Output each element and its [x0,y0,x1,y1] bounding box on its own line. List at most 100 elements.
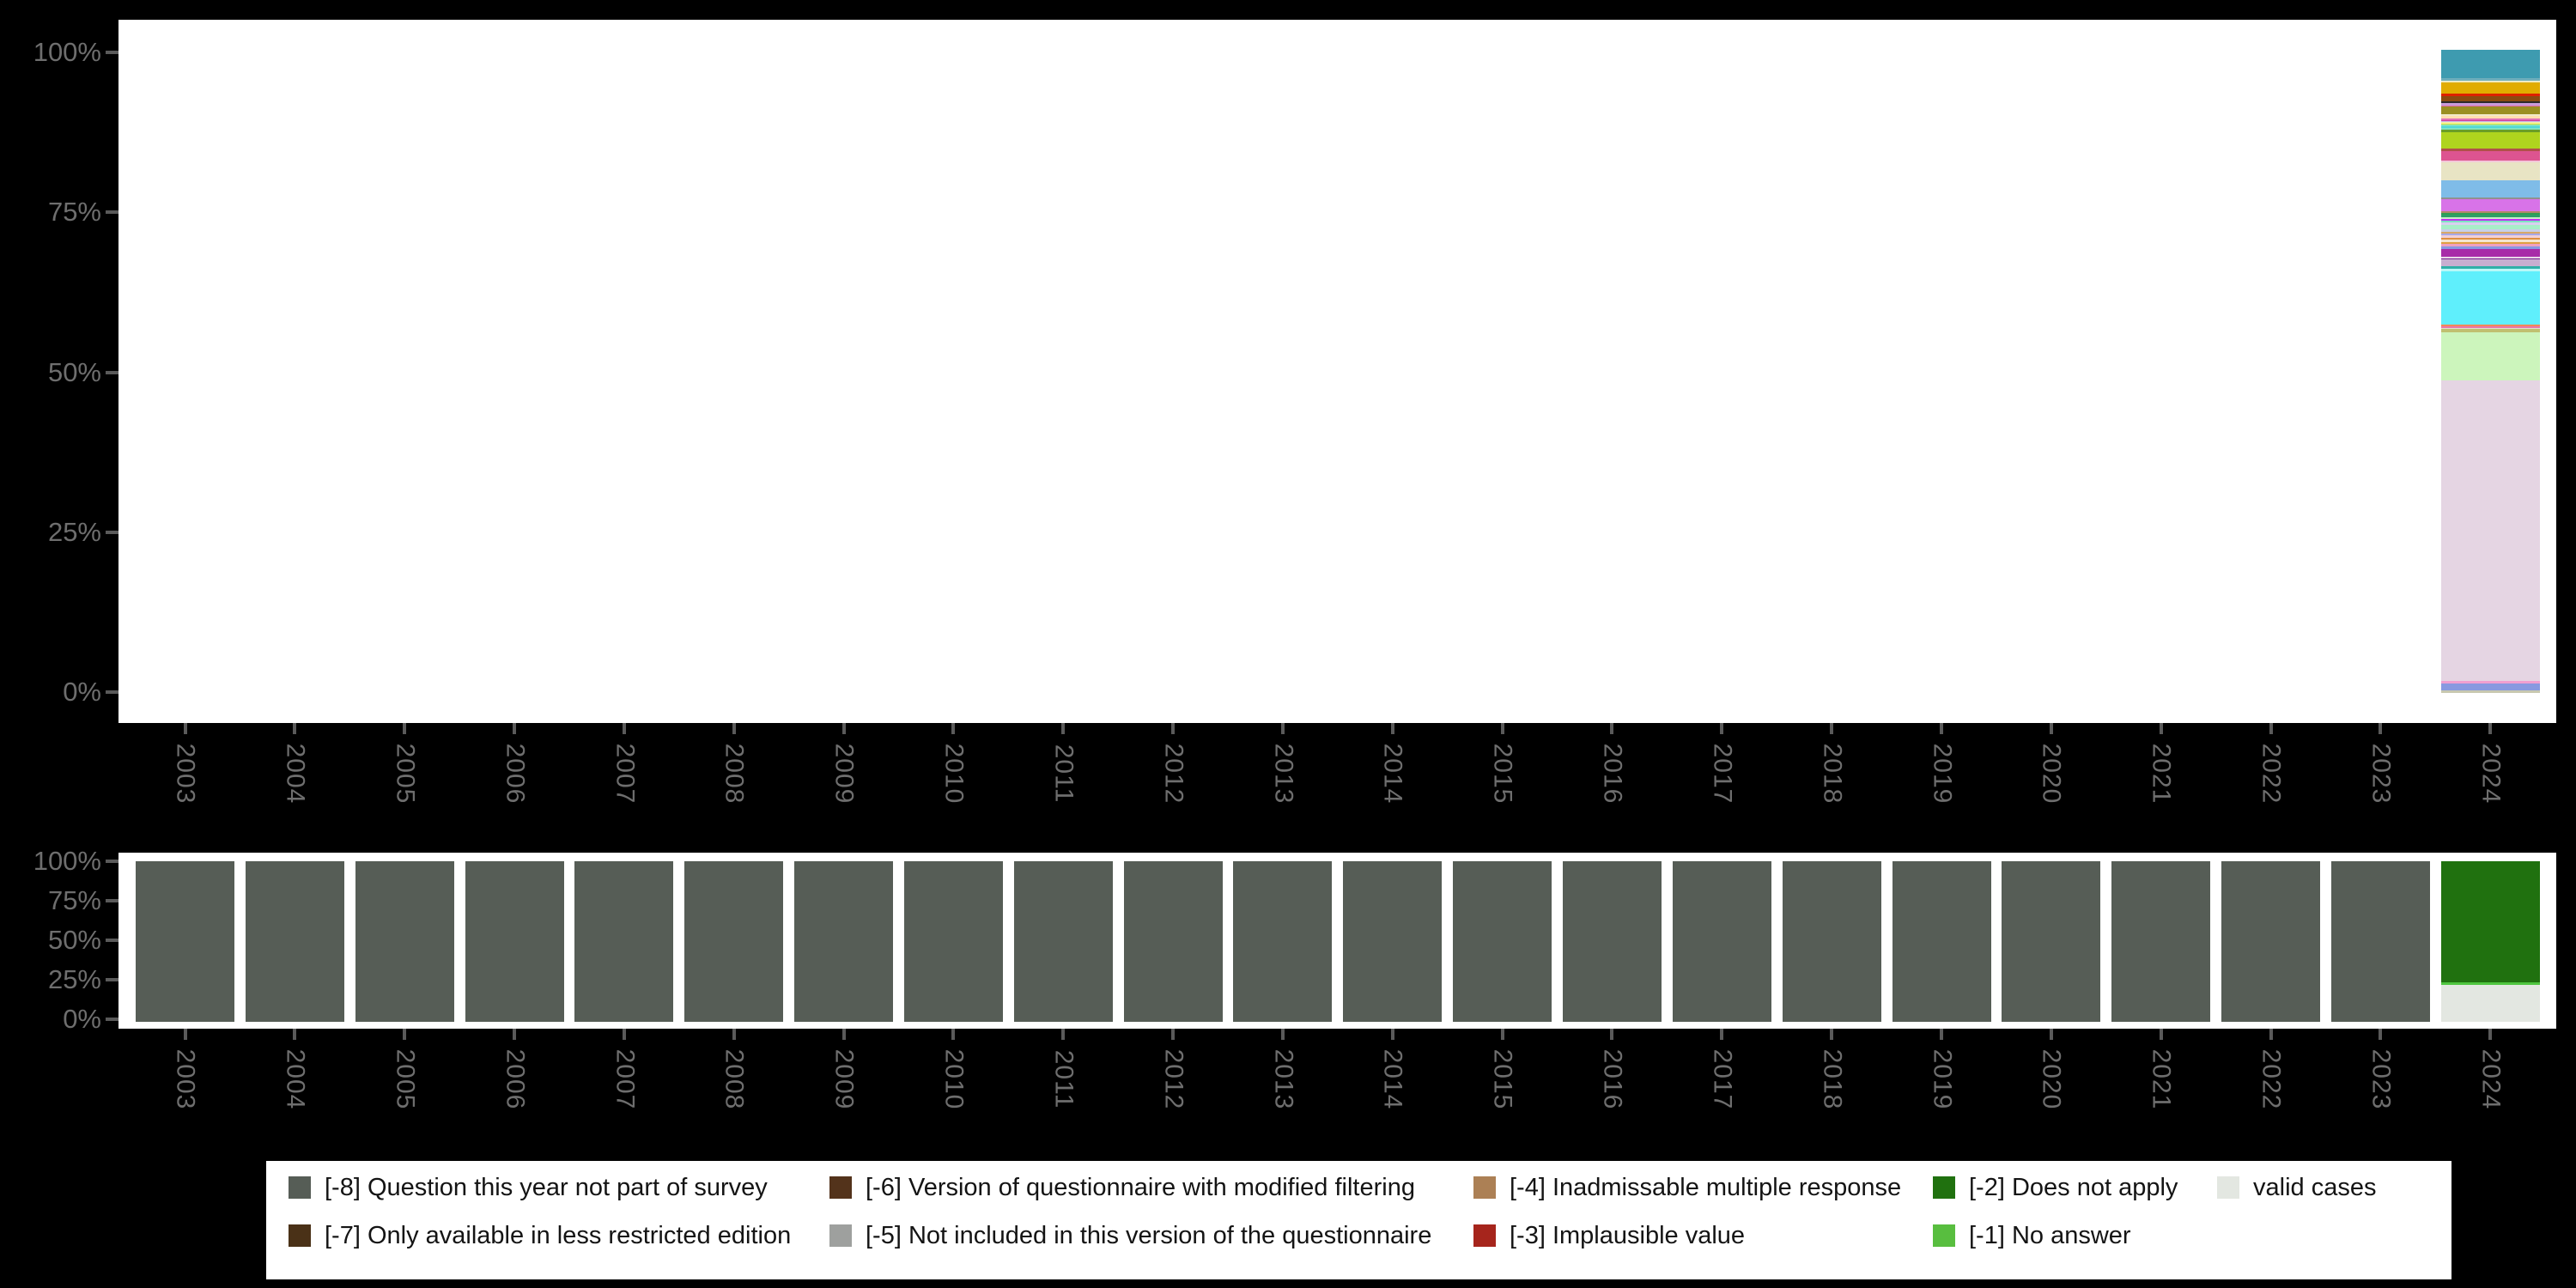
legend-swatch-1 [289,1224,311,1247]
legend-label-2: [-6] Version of questionnaire with modif… [866,1176,1415,1199]
top-chart-bar-2015 [1453,50,1552,693]
top-chart-x-labelslot-2014: 2014 [1343,735,1442,850]
top-chart-x-labelslot-2003: 2003 [136,735,234,850]
bottom-chart-x-labelslot-2022: 2022 [2221,1041,2320,1156]
top-chart-x-labelslot-2004: 2004 [246,735,344,850]
top-chart-x-tickslot-2007 [574,723,673,734]
top-chart-2024-segment-3 [2441,82,2540,94]
top-chart-x-labelslot-2015: 2015 [1453,735,1552,850]
bottom-chart-x-label-2023: 2023 [2366,1049,2395,1110]
top-chart-x-labelslot-2005: 2005 [355,735,454,850]
bottom-chart-x-label-2017: 2017 [1707,1049,1736,1110]
bottom-chart-x-tick-2013 [1281,1029,1285,1040]
top-chart-x-labelslot-2024: 2024 [2441,735,2540,850]
top-chart-x-label-2007: 2007 [610,744,639,805]
bottom-chart-bar-2015 [1453,861,1552,1022]
top-chart-x-label-2011: 2011 [1048,744,1078,804]
top-chart-bar-2020 [2002,50,2100,693]
top-chart-x-tick-2004 [293,723,296,734]
top-chart-x-tickslot-2018 [1783,723,1881,734]
bottom-chart-x-tickslot-2015 [1453,1029,1552,1040]
bottom-chart-x-tickslot-2004 [246,1029,344,1040]
bottom-chart-bar-2011 [1014,861,1113,1022]
top-chart-x-label-2020: 2020 [2037,744,2066,805]
top-chart-x-tick-2009 [842,723,846,734]
bottom-chart-2009-segment [794,861,893,1022]
top-chart-x-labelslot-2012: 2012 [1124,735,1223,850]
top-chart-x-label-2022: 2022 [2257,744,2286,805]
bottom-chart-x-tick-2004 [293,1029,296,1040]
bottom-chart-2015-segment [1453,861,1552,1022]
bottom-chart-x-label-2015: 2015 [1488,1049,1517,1110]
top-chart-x-label-2006: 2006 [500,744,529,805]
bottom-chart-x-labels: 2003200420052006200720082009201020112012… [118,1041,2556,1156]
top-chart-x-tickslot-2013 [1233,723,1332,734]
top-chart-x-tick-2019 [1940,723,1943,734]
top-chart-x-tick-2018 [1830,723,1833,734]
bottom-chart-2003-segment [136,861,234,1022]
legend-label-0: [-8] Question this year not part of surv… [325,1176,768,1199]
top-chart-x-tick-2016 [1610,723,1613,734]
bottom-chart-x-labelslot-2011: 2011 [1014,1041,1113,1156]
top-chart-x-tick-2015 [1501,723,1504,734]
top-chart-x-labelslot-2011: 2011 [1014,735,1113,850]
top-chart-x-tick-2017 [1720,723,1723,734]
top-chart-y-label-25: 25% [0,519,101,545]
top-chart-x-labelslot-2006: 2006 [465,735,564,850]
bottom-chart-x-label-2021: 2021 [2147,1049,2176,1110]
bottom-chart-x-tickslot-2003 [136,1029,234,1040]
top-chart-x-tick-2011 [1061,723,1065,734]
top-chart-x-labelslot-2016: 2016 [1563,735,1662,850]
bottom-chart-x-label-2010: 2010 [939,1049,968,1110]
top-chart-bar-2005 [355,50,454,693]
bottom-chart-x-labelslot-2009: 2009 [794,1041,893,1156]
top-chart-x-labels: 2003200420052006200720082009201020112012… [118,735,2556,850]
top-chart-bar-2006 [465,50,564,693]
bottom-chart-2016-segment [1563,861,1662,1022]
top-chart-x-tickslot-2024 [2441,723,2540,734]
bottom-chart-x-labelslot-2010: 2010 [904,1041,1003,1156]
top-chart-bar-2017 [1673,50,1771,693]
top-chart-2024-segment-46 [2441,249,2540,257]
bottom-chart-2013-segment [1233,861,1332,1022]
bottom-chart-x-tick-2016 [1610,1029,1613,1040]
top-chart-x-label-2021: 2021 [2147,744,2176,805]
bottom-chart-x-labelslot-2018: 2018 [1783,1041,1881,1156]
top-chart-x-tickslot-2012 [1124,723,1223,734]
top-chart-bar-2018 [1783,50,1881,693]
top-chart-x-tickslot-2017 [1673,723,1771,734]
bottom-chart-x-tickslot-2016 [1563,1029,1662,1040]
top-chart-y-label-0: 0% [0,679,101,705]
bottom-chart-x-labelslot-2005: 2005 [355,1041,454,1156]
top-chart-2024-segment-23 [2441,151,2540,160]
bottom-chart-x-tick-2024 [2488,1029,2492,1040]
top-chart-bar-2012 [1124,50,1223,693]
bottom-chart-x-label-2018: 2018 [1817,1049,1846,1110]
bottom-chart-y-label-25: 25% [0,967,101,993]
top-chart-x-tickslot-2009 [794,723,893,734]
legend-swatch-5 [1473,1224,1496,1247]
bottom-chart-x-tick-2017 [1720,1029,1723,1040]
bottom-chart-x-label-2005: 2005 [390,1049,419,1110]
top-chart-2024-segment-0 [2441,50,2540,78]
top-chart-x-labelslot-2017: 2017 [1673,735,1771,850]
bottom-chart-x-labelslot-2015: 2015 [1453,1041,1552,1156]
top-chart-x-labelslot-2023: 2023 [2331,735,2430,850]
legend-label-6: [-2] Does not apply [1969,1176,2178,1199]
top-chart-x-label-2003: 2003 [171,744,200,805]
bottom-chart-x-tick-2018 [1830,1029,1833,1040]
bottom-chart-x-labelslot-2007: 2007 [574,1041,673,1156]
top-chart-x-labelslot-2007: 2007 [574,735,673,850]
top-chart-x-label-2015: 2015 [1488,744,1517,805]
top-chart-x-ticks [118,723,2556,734]
bottom-chart-2012-segment [1124,861,1223,1022]
bottom-chart-bar-2024 [2441,861,2540,1022]
top-chart-x-labelslot-2021: 2021 [2111,735,2210,850]
bottom-chart-bar-2009 [794,861,893,1022]
bottom-chart-2022-segment [2221,861,2320,1022]
legend-label-8: valid cases [2253,1176,2376,1199]
top-chart-bar-2008 [684,50,783,693]
bottom-chart-x-label-2009: 2009 [829,1049,859,1110]
bottom-chart-x-tick-2003 [184,1029,187,1040]
top-chart-y-label-100: 100% [0,39,101,65]
